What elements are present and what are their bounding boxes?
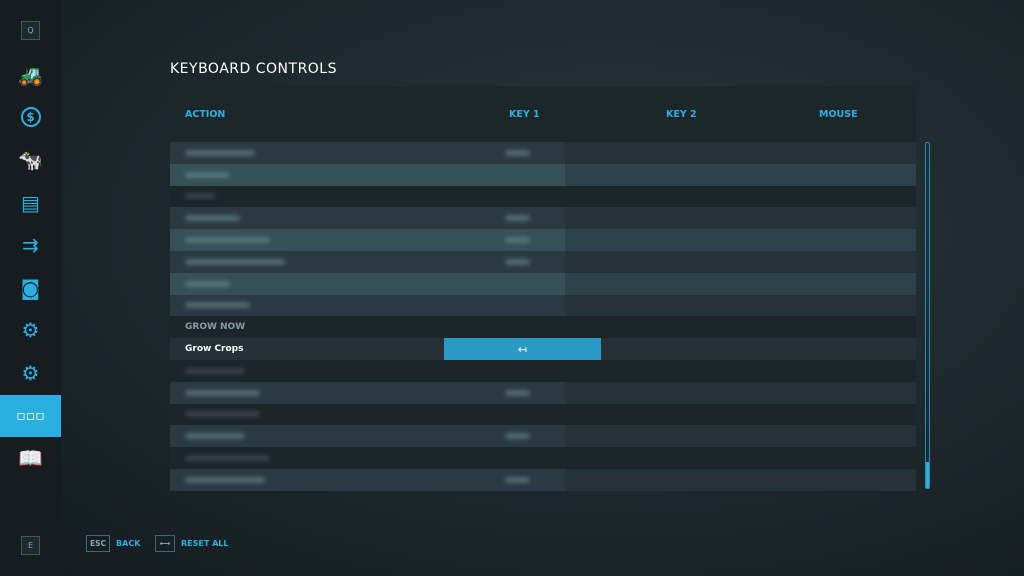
- blurred-action-label: [185, 389, 260, 396]
- prev-page-key[interactable]: Q: [21, 21, 40, 40]
- garage-tab[interactable]: ⚙: [0, 309, 61, 351]
- blurred-action-label: [185, 411, 260, 418]
- next-page-key[interactable]: E: [21, 536, 40, 555]
- vehicles-tab[interactable]: 🚜: [0, 54, 61, 96]
- production-icon: ⇉: [22, 233, 39, 257]
- blurred-action-label: [185, 149, 255, 156]
- blurred-action-label: [185, 476, 265, 483]
- blurred-action-label: [185, 193, 215, 200]
- scrollbar-thumb[interactable]: [926, 462, 929, 488]
- blurred-key1-value: [505, 476, 530, 483]
- reset-label: RESET ALL: [181, 539, 229, 548]
- reset-key-icon: ⟷: [155, 535, 175, 552]
- esc-key: ESC: [86, 535, 111, 552]
- blurred-key1-value: [505, 389, 530, 396]
- table-row[interactable]: [170, 207, 916, 230]
- back-button[interactable]: ESC BACK: [86, 535, 140, 552]
- section-header-row: [170, 185, 916, 208]
- settings-icon: ⚙: [21, 361, 40, 385]
- contracts-tab[interactable]: ▤: [0, 182, 61, 224]
- table-row[interactable]: [170, 272, 916, 295]
- table-row[interactable]: [170, 229, 916, 251]
- blurred-action-label: [185, 280, 230, 287]
- finances-tab[interactable]: $: [0, 96, 61, 138]
- table-row[interactable]: [170, 469, 916, 491]
- blurred-action-label: [185, 171, 230, 178]
- blurred-key1-value: [505, 215, 530, 222]
- help-tab[interactable]: 📖: [0, 437, 61, 479]
- help-icon: 📖: [18, 446, 43, 470]
- section-header-row: [170, 403, 916, 426]
- controls-table: ACTION KEY 1 KEY 2 MOUSE GROW NOW Grow Cr…: [170, 86, 916, 491]
- table-row[interactable]: [170, 142, 916, 164]
- back-label: BACK: [116, 539, 141, 548]
- table-row[interactable]: [170, 251, 916, 273]
- page-title: KEYBOARD CONTROLS: [170, 61, 337, 77]
- col-mouse: MOUSE: [819, 108, 858, 120]
- blurred-key1-value: [505, 433, 530, 440]
- contracts-icon: ▤: [21, 191, 40, 215]
- sidebar: Q 🚜 $ 🐄 ▤ ⇉ ◙ ⚙ ⚙ ▫▫▫ 📖 E: [0, 0, 61, 576]
- garage-icon: ⚙: [21, 318, 40, 342]
- col-key1: KEY 1: [509, 108, 540, 120]
- controls-tab[interactable]: ▫▫▫: [0, 395, 61, 437]
- table-row[interactable]: [170, 294, 916, 317]
- blurred-key1-value: [505, 258, 530, 265]
- cow-icon: 🐄: [18, 148, 43, 172]
- table-row[interactable]: Grow Crops ↤: [170, 338, 916, 360]
- tractor-icon: 🚜: [18, 63, 43, 87]
- scrollbar[interactable]: [925, 142, 930, 489]
- statistics-icon: ◙: [20, 276, 41, 300]
- table-row[interactable]: [170, 425, 916, 448]
- production-tab[interactable]: ⇉: [0, 224, 61, 266]
- blurred-key1-value: [505, 149, 530, 156]
- blurred-action-label: [185, 302, 250, 309]
- col-key2: KEY 2: [666, 108, 697, 120]
- statistics-tab[interactable]: ◙: [0, 267, 61, 309]
- blurred-action-label: [185, 433, 245, 440]
- section-header-row: GROW NOW: [170, 316, 916, 339]
- blurred-action-label: [185, 455, 270, 462]
- blurred-action-label: [185, 215, 240, 222]
- blurred-key1-value: [505, 237, 530, 244]
- settings-tab[interactable]: ⚙: [0, 352, 61, 394]
- section-label: GROW NOW: [185, 322, 246, 333]
- blurred-action-label: [185, 367, 245, 374]
- table-header: ACTION KEY 1 KEY 2 MOUSE: [170, 86, 916, 142]
- controls-icon: ▫▫▫: [16, 408, 45, 424]
- key1-cell-selected[interactable]: ↤: [444, 338, 601, 360]
- table-row[interactable]: [170, 163, 916, 186]
- section-header-row: [170, 447, 916, 469]
- table-row[interactable]: [170, 381, 916, 404]
- col-action: ACTION: [185, 108, 226, 120]
- reset-all-button[interactable]: ⟷ RESET ALL: [155, 535, 228, 552]
- dollar-icon: $: [20, 107, 41, 127]
- blurred-action-label: [185, 258, 285, 265]
- section-header-row: [170, 360, 916, 382]
- animals-tab[interactable]: 🐄: [0, 139, 61, 181]
- action-label: Grow Crops: [185, 344, 244, 355]
- blurred-action-label: [185, 237, 270, 244]
